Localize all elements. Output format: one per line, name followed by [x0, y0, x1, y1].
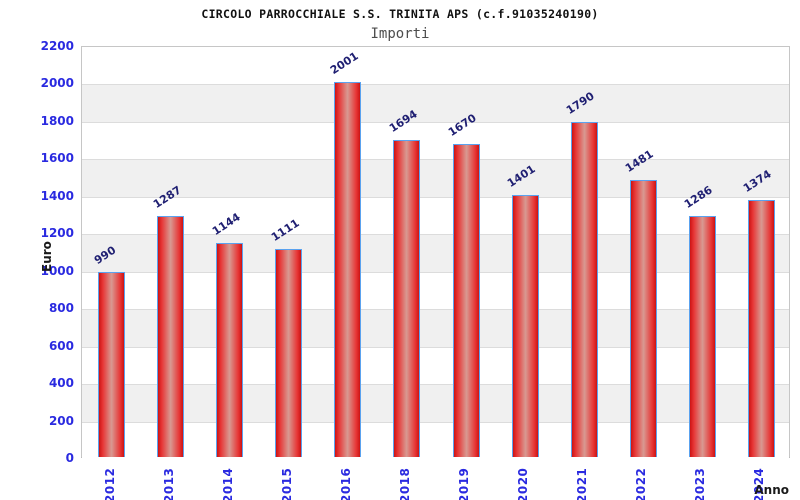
bar: [452, 144, 480, 457]
y-tick-label: 800: [48, 301, 74, 316]
bar: [747, 199, 775, 457]
y-tick-label: 2000: [40, 76, 74, 91]
gridline: [82, 346, 789, 348]
gridline: [82, 159, 789, 161]
plot-band: [82, 47, 789, 85]
plot-band: [82, 271, 789, 310]
bar: [393, 139, 421, 457]
x-tick-label: 2018: [397, 467, 412, 500]
x-tick-label: 2013: [161, 467, 176, 500]
y-tick-label: 1600: [40, 151, 74, 166]
bar: [157, 215, 185, 457]
plot-band: [82, 121, 789, 160]
x-axis-title: Anno: [754, 483, 789, 497]
x-tick-label: 2016: [338, 467, 353, 500]
plot-band: [82, 196, 789, 235]
bar: [98, 271, 126, 457]
gridline: [82, 421, 789, 423]
plot-area: 990 1287 1144 1111 2001 1694 1670 1401 1790 1481 1…: [81, 46, 790, 459]
chart-subtitle: Importi: [370, 26, 430, 42]
x-tick-label: 2023: [693, 467, 708, 500]
gridline: [82, 84, 789, 86]
x-tick-label: 2014: [220, 467, 235, 500]
y-tick-label: 1800: [40, 113, 74, 128]
bar: [511, 194, 539, 457]
y-tick-label: 0: [65, 451, 74, 465]
y-tick-label: 1200: [40, 226, 74, 241]
plot-band: [82, 384, 789, 422]
y-tick-label: 2200: [40, 39, 74, 53]
gridline: [82, 234, 789, 236]
y-tick-label: 200: [48, 413, 74, 428]
bar: [570, 121, 598, 457]
y-tick-label: 600: [48, 338, 74, 353]
x-tick-label: 2020: [516, 467, 531, 500]
y-tick-label: 1000: [40, 263, 74, 278]
gridline: [82, 384, 789, 386]
x-tick-label: 2015: [279, 467, 294, 500]
chart-title: CIRCOLO PARROCCHIALE S.S. TRINITA APS (c…: [201, 7, 599, 21]
gridline: [82, 271, 789, 273]
y-tick-label: 1400: [40, 188, 74, 203]
gridline: [82, 196, 789, 198]
plot-band: [82, 84, 789, 122]
y-axis-title: Euro: [40, 241, 54, 273]
x-tick-label: 2021: [575, 467, 590, 500]
plot-band: [82, 234, 789, 272]
x-tick-label: 2019: [457, 467, 472, 500]
gridline: [82, 309, 789, 311]
y-tick-label: 400: [48, 376, 74, 391]
x-tick-label: 2022: [634, 467, 649, 500]
bar: [688, 216, 716, 457]
plot-band: [82, 309, 789, 347]
bar: [629, 179, 657, 457]
bar: [275, 248, 303, 457]
plot-band: [82, 346, 789, 385]
plot-band: [82, 421, 789, 459]
bar: [216, 242, 244, 457]
gridline: [82, 121, 789, 123]
plot-band: [82, 159, 789, 197]
bar: [334, 82, 362, 457]
x-tick-label: 2012: [102, 467, 117, 500]
